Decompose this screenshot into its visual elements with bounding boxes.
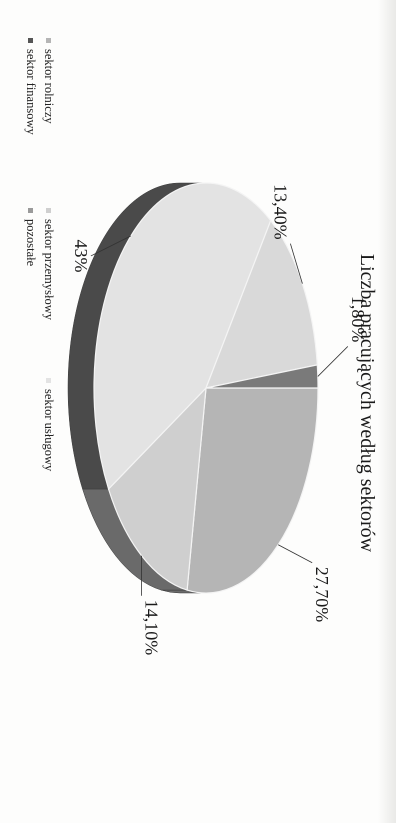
data-label-2: 14,10% <box>142 600 162 656</box>
legend-swatch <box>46 38 51 43</box>
legend-item-przemyslowy: sektor przemysłowy <box>41 208 56 320</box>
legend-label: sektor finansowy <box>23 49 38 135</box>
chart-frame: Liczba pracujących według sektorów 27,70… <box>18 18 378 798</box>
legend-item-rolniczy: sektor rolniczy <box>41 38 56 124</box>
legend-swatch <box>28 208 33 213</box>
data-label-5: 1,80% <box>348 296 368 343</box>
pie-chart: 27,70% 14,10% 43% 13,40% 1,80% <box>48 18 378 798</box>
data-label-4: 13,40% <box>270 184 290 240</box>
legend-label: sektor usługowy <box>41 389 56 471</box>
legend-swatch <box>46 378 51 383</box>
scan-edge <box>378 0 396 823</box>
legend-label: sektor rolniczy <box>41 49 56 124</box>
legend-item-uslugowy: sektor usługowy <box>41 378 56 471</box>
label-leader-line <box>318 346 348 376</box>
chart-legend: sektor rolniczy sektor przemysłowy sekto… <box>20 18 60 798</box>
legend-item-pozostale: pozostałe <box>23 208 38 266</box>
pie-slice-1 <box>187 388 318 593</box>
legend-swatch <box>46 208 51 213</box>
legend-item-finansowy: sektor finansowy <box>23 38 38 135</box>
legend-swatch <box>28 38 33 43</box>
legend-label: pozostałe <box>23 219 38 266</box>
label-leader-line <box>278 545 312 563</box>
data-label-1: 27,70% <box>312 567 332 623</box>
legend-label: sektor przemysłowy <box>41 219 56 320</box>
data-label-3: 43% <box>71 239 91 272</box>
